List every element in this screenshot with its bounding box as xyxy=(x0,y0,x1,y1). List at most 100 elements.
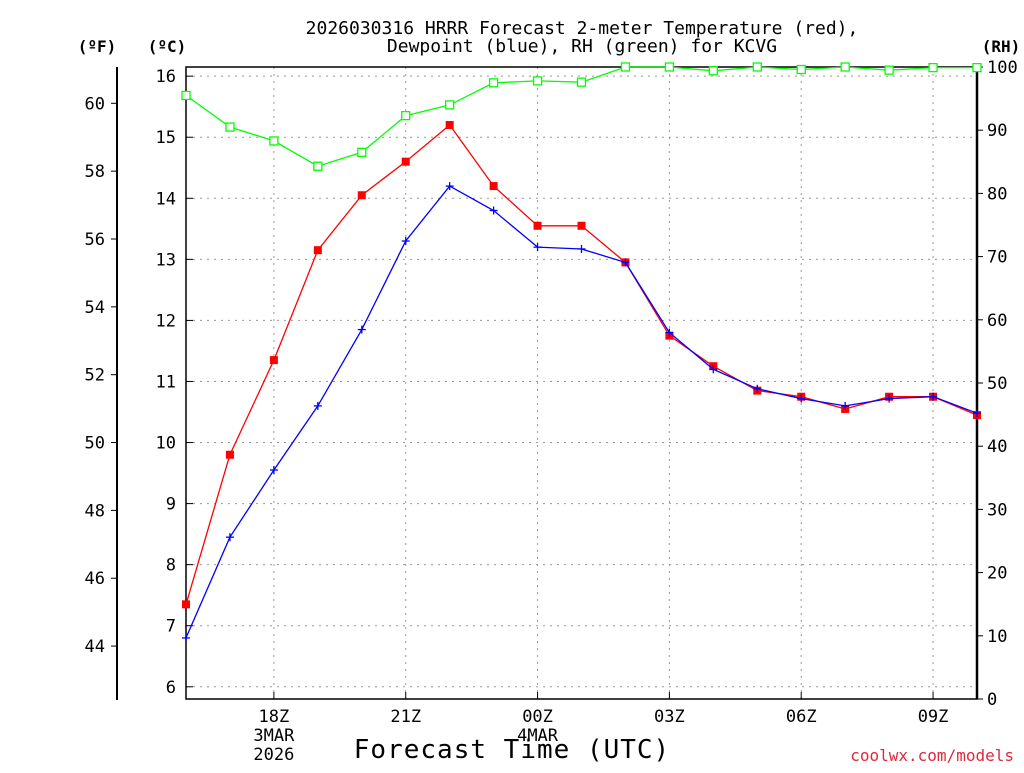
temperature-point xyxy=(533,221,542,230)
year-tick-label: 2026 xyxy=(253,745,294,765)
celsius-tick-label: 15 xyxy=(156,128,176,148)
plot-frame xyxy=(185,66,978,700)
text-layer: 2026030316 HRRR Forecast 2-meter Tempera… xyxy=(78,18,1021,765)
rh-point xyxy=(796,64,806,75)
time-tick-label: 00Z xyxy=(522,707,553,727)
temperature-point xyxy=(445,121,454,130)
temperature-point xyxy=(269,356,278,365)
fahrenheit-tick-label: 54 xyxy=(85,298,105,318)
rh-point xyxy=(708,66,718,76)
celsius-tick-label: 9 xyxy=(166,495,176,515)
celsius-tick-label: 10 xyxy=(156,434,176,454)
time-tick-label: 03Z xyxy=(654,707,685,727)
gridlines xyxy=(186,67,977,699)
temperature-point xyxy=(182,600,190,609)
temperature-point xyxy=(225,450,234,459)
rh-point xyxy=(972,62,982,73)
celsius-tick-label: 16 xyxy=(156,67,176,87)
rh-tick-label: 100 xyxy=(987,58,1018,78)
temperature-point xyxy=(401,157,410,166)
rh-point xyxy=(840,62,850,72)
axes xyxy=(111,66,983,700)
fahrenheit-tick-label: 56 xyxy=(85,230,105,250)
time-tick-label: 09Z xyxy=(918,707,949,727)
rh-tick-label: 40 xyxy=(987,437,1007,457)
dewpoint-point xyxy=(489,206,498,215)
rh-tick-label: 0 xyxy=(987,690,997,710)
rh-point xyxy=(620,62,631,72)
temperature-point xyxy=(489,182,498,191)
time-tick-label: 06Z xyxy=(786,707,817,727)
celsius-tick-label: 12 xyxy=(156,311,176,331)
time-tick-label: 18Z xyxy=(259,707,290,727)
fahrenheit-tick-label: 44 xyxy=(85,637,105,657)
rh-tick-label: 60 xyxy=(987,311,1007,331)
rh-point xyxy=(884,65,894,75)
rh-tick-label: 10 xyxy=(987,627,1007,647)
date-tick-label: 3MAR xyxy=(253,726,295,746)
rh-point xyxy=(664,62,675,72)
rh-tick-label: 30 xyxy=(987,500,1007,520)
fahrenheit-tick-label: 48 xyxy=(85,501,105,521)
date-tick-label: 4MAR xyxy=(517,726,559,746)
celsius-tick-label: 6 xyxy=(166,678,176,698)
dewpoint-point xyxy=(973,409,981,418)
rh-tick-label: 20 xyxy=(987,564,1007,584)
fahrenheit-tick-label: 60 xyxy=(85,94,105,114)
temperature-line xyxy=(185,124,978,605)
rh-tick-label: 50 xyxy=(987,374,1007,394)
dewpoint-point xyxy=(401,237,410,246)
fahrenheit-tick-label: 50 xyxy=(85,434,105,454)
celsius-units-label: (ºC) xyxy=(148,37,187,56)
rh-point xyxy=(181,90,191,101)
dewpoint-point xyxy=(709,365,718,374)
rh-point xyxy=(401,111,411,121)
temperature-point xyxy=(577,221,586,230)
chart-title-line-1: 2026030316 HRRR Forecast 2-meter Tempera… xyxy=(306,18,859,39)
rh-tick-label: 80 xyxy=(987,184,1007,204)
dewpoint-point xyxy=(225,533,234,542)
fahrenheit-tick-label: 52 xyxy=(85,366,105,386)
fahrenheit-tick-label: 46 xyxy=(85,569,105,589)
dewpoint-point xyxy=(841,401,850,410)
celsius-tick-label: 13 xyxy=(156,250,176,270)
rh-tick-label: 90 xyxy=(987,121,1007,141)
dewpoint-point xyxy=(753,384,762,393)
time-tick-label: 21Z xyxy=(390,707,421,727)
rh-point xyxy=(445,100,455,110)
chart-title-line-2: Dewpoint (blue), RH (green) for KCVG xyxy=(387,36,777,57)
rh-point xyxy=(313,161,323,171)
celsius-tick-label: 8 xyxy=(166,556,176,576)
dewpoint-point xyxy=(621,258,630,267)
dewpoint-point xyxy=(182,633,190,642)
x-axis-label: Forecast Time (UTC) xyxy=(354,735,670,765)
rh-units-label: (RH) xyxy=(982,37,1021,56)
dewpoint-point xyxy=(577,244,586,253)
dewpoint-point xyxy=(797,394,806,403)
dewpoint-point xyxy=(929,392,938,401)
dewpoint-line xyxy=(185,185,978,639)
rh-point xyxy=(752,62,762,72)
rh-point xyxy=(928,62,938,73)
rh-point xyxy=(225,122,235,132)
dewpoint-point xyxy=(445,182,454,191)
rh-tick-label: 70 xyxy=(987,248,1007,268)
dewpoint-point xyxy=(357,325,366,334)
temperature-point xyxy=(313,246,322,255)
rh-point xyxy=(488,78,499,88)
dewpoint-point xyxy=(313,401,322,410)
fahrenheit-tick-label: 58 xyxy=(85,162,105,182)
rh-point xyxy=(532,76,543,86)
temperature-point xyxy=(357,191,366,200)
dewpoint-point xyxy=(885,394,894,403)
dewpoint-point xyxy=(665,328,674,337)
rh-point xyxy=(357,147,367,157)
fahrenheit-units-label: (ºF) xyxy=(78,37,117,56)
dewpoint-point xyxy=(269,466,278,475)
rh-point xyxy=(269,136,279,146)
celsius-tick-label: 14 xyxy=(156,189,176,209)
celsius-tick-label: 11 xyxy=(156,372,176,392)
watermark: coolwx.com/models xyxy=(850,746,1014,765)
